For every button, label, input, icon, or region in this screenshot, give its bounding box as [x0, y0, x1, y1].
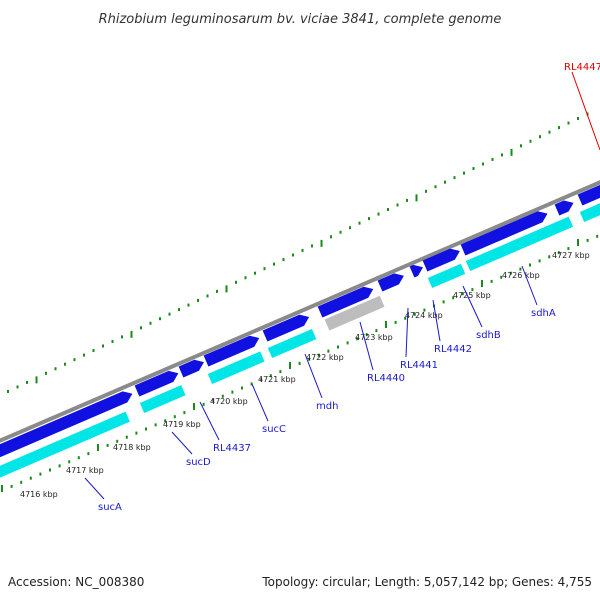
reverse-gene[interactable] — [207, 351, 265, 385]
gene-leader-line — [405, 307, 409, 358]
scale-tick-label: 4723 kbp — [355, 333, 393, 342]
gene-label[interactable]: mdh — [316, 401, 338, 412]
outer-tick-ring — [7, 112, 589, 393]
gene-leader-line — [84, 477, 105, 500]
gene-label[interactable]: sucA — [98, 502, 122, 513]
reverse-gene[interactable] — [267, 328, 317, 359]
forward-gene[interactable] — [262, 314, 310, 342]
reverse-gene[interactable] — [139, 385, 186, 414]
reverse-gene[interactable] — [579, 200, 600, 223]
forward-gene[interactable] — [577, 183, 600, 206]
scale-tick-label: 4726 kbp — [502, 271, 540, 280]
accession-text: Accession: NC_008380 — [8, 575, 144, 589]
gene-label[interactable]: RL4442 — [434, 344, 472, 355]
map-title: Rhizobium leguminosarum bv. viciae 3841,… — [99, 12, 502, 27]
scale-labels: 4716 kbp 4717 kbp 4718 kbp 4719 kbp 4720 kbp… — [20, 251, 590, 499]
scale-tick-label: 4721 kbp — [258, 375, 296, 384]
gene-leader-line — [521, 265, 538, 306]
scale-tick-label: 4719 kbp — [163, 420, 201, 429]
forward-gene[interactable] — [377, 273, 404, 292]
reverse-gene[interactable] — [427, 263, 466, 289]
reverse-gene[interactable] — [0, 411, 130, 481]
gene-label[interactable]: sdhB — [476, 330, 501, 341]
gene-label[interactable]: RL4437 — [213, 443, 251, 454]
scale-tick-label: 4720 kbp — [210, 397, 248, 406]
gene-label[interactable]: sdhA — [531, 308, 556, 319]
scale-tick-label: 4725 kbp — [453, 291, 491, 300]
gene-track — [0, 183, 600, 481]
gene-leader-line — [304, 353, 323, 399]
gene-label[interactable]: RL4441 — [400, 360, 438, 371]
highlight-leader-line — [571, 71, 600, 151]
gene-leader-line — [199, 401, 220, 441]
forward-gene[interactable] — [0, 391, 133, 460]
gene-label[interactable]: RL4440 — [367, 373, 405, 384]
forward-gene[interactable] — [422, 248, 460, 272]
forward-gene[interactable] — [317, 286, 374, 318]
forward-gene[interactable] — [203, 335, 260, 367]
scale-tick-label: 4716 kbp — [20, 490, 58, 499]
gene-label[interactable]: sucC — [262, 424, 286, 435]
gene-leader-line — [432, 299, 441, 342]
reverse-gene[interactable] — [465, 216, 574, 272]
gene-leader-line — [359, 321, 374, 371]
forward-gene[interactable] — [409, 264, 424, 278]
forward-gene[interactable] — [178, 359, 204, 378]
genome-backbone — [0, 180, 600, 443]
gene-label-rl4447[interactable]: RL4447 — [564, 62, 600, 73]
gene-leader-line — [171, 431, 193, 455]
scale-tick-label: 4717 kbp — [66, 466, 104, 475]
gene-leader-line — [462, 285, 483, 328]
genome-summary-text: Topology: circular; Length: 5,057,142 bp… — [261, 575, 592, 589]
scale-tick-label: 4727 kbp — [552, 251, 590, 260]
scale-tick-label: 4718 kbp — [113, 443, 151, 452]
forward-gene[interactable] — [460, 211, 548, 256]
inner-tick-ring — [1, 234, 599, 492]
gene-leader-line — [251, 383, 269, 422]
forward-gene[interactable] — [554, 200, 574, 216]
scale-tick-label: 4724 kbp — [405, 311, 443, 320]
forward-gene[interactable] — [134, 370, 179, 397]
scale-tick-label: 4722 kbp — [306, 353, 344, 362]
pseudo-gene[interactable] — [324, 295, 385, 331]
gene-label[interactable]: sucD — [186, 457, 211, 468]
